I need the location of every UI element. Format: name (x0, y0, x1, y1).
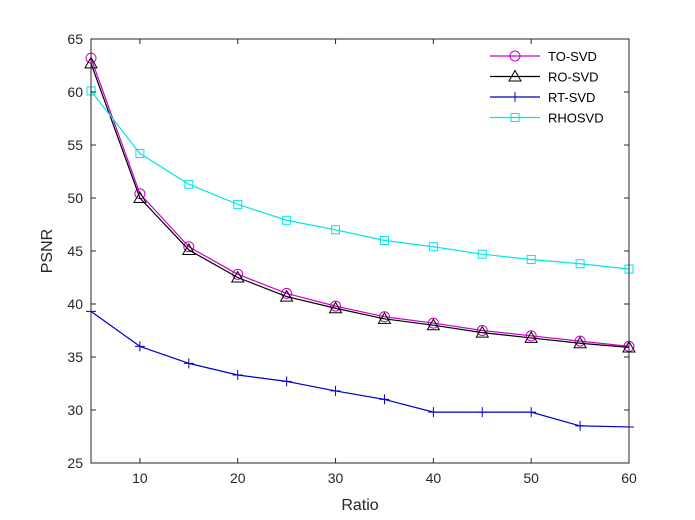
data-point-rt-svd (183, 358, 194, 369)
data-point-rhosvd (428, 242, 438, 252)
y-tick-label: 30 (67, 402, 83, 418)
legend-marker-rhosvd (510, 113, 520, 122)
x-tick-label: 50 (523, 470, 539, 486)
data-point-ro-svd (524, 330, 539, 343)
data-point-ro-svd (328, 301, 343, 314)
y-tick-label: 25 (67, 455, 83, 471)
legend-item-ro-svd: RO-SVD (490, 69, 599, 85)
data-point-rhosvd (282, 215, 292, 225)
data-point-rhosvd (575, 259, 585, 269)
data-point-to-svd (330, 300, 342, 312)
x-axis-label: Ratio (341, 497, 378, 514)
data-point-ro-svd (279, 289, 294, 302)
series-line-rhosvd (90, 90, 630, 270)
data-point-to-svd (574, 335, 586, 347)
data-point-rt-svd (134, 341, 145, 352)
legend-label-rt-svd: RT-SVD (548, 90, 595, 105)
series-rt-svd (86, 306, 634, 432)
x-tick-label: 10 (132, 470, 148, 486)
series-line-rt-svd (90, 310, 630, 428)
y-tick-label: 55 (67, 137, 83, 153)
legend: TO-SVD RO-SVD RT-SVD RHOSVD (490, 49, 604, 126)
data-point-ro-svd (377, 311, 392, 324)
y-tick-label: 35 (67, 349, 83, 365)
y-tick-label: 60 (67, 84, 83, 100)
plot-area (91, 39, 629, 463)
legend-label-rhosvd: RHOSVD (548, 111, 604, 126)
data-point-to-svd (183, 241, 195, 253)
x-tick-label: 30 (328, 470, 344, 486)
legend-label-to-svd: TO-SVD (548, 49, 597, 64)
data-point-rhosvd (184, 179, 194, 189)
legend-marker-to-svd (509, 50, 521, 62)
legend-label-ro-svd: RO-SVD (548, 70, 599, 85)
data-point-to-svd (281, 287, 293, 299)
series-ro-svd (84, 56, 636, 353)
legend-item-rt-svd: RT-SVD (490, 90, 595, 105)
series-line-to-svd (90, 57, 630, 347)
legend-item-to-svd: TO-SVD (490, 49, 597, 64)
y-tick-label: 50 (67, 190, 83, 206)
data-point-to-svd (378, 311, 390, 323)
x-tick-label: 40 (426, 470, 442, 486)
data-point-rhosvd (477, 249, 487, 259)
data-point-to-svd (476, 325, 488, 336)
x-tick-label: 60 (621, 470, 637, 486)
data-point-rhosvd (331, 225, 341, 235)
data-point-rt-svd (379, 394, 390, 405)
axes-layer: 10 20 30 40 50 60 25 30 35 40 45 50 55 60 65 (67, 31, 637, 486)
series-line-ro-svd (90, 63, 630, 349)
data-point-ro-svd (426, 318, 441, 331)
data-point-ro-svd (573, 336, 587, 349)
data-point-rt-svd (281, 376, 292, 387)
data-point-ro-svd (133, 190, 147, 203)
data-point-rhosvd (233, 199, 243, 209)
y-tick-label: 45 (67, 243, 83, 259)
x-tick-label: 20 (230, 470, 246, 486)
data-point-rt-svd (477, 407, 488, 418)
data-point-rhosvd (379, 235, 389, 245)
data-point-rhosvd (135, 148, 145, 158)
data-point-rt-svd (526, 407, 537, 418)
data-point-ro-svd (230, 270, 245, 283)
data-point-rt-svd (232, 370, 243, 381)
legend-marker-ro-svd (508, 69, 522, 82)
data-point-rt-svd (428, 407, 439, 418)
data-point-ro-svd (181, 242, 196, 255)
legend-item-rhosvd: RHOSVD (490, 111, 604, 126)
y-axis-label: PSNR (39, 229, 56, 273)
data-point-rt-svd (330, 385, 341, 396)
legend-marker-rt-svd (510, 92, 520, 102)
y-tick-label: 65 (67, 31, 83, 47)
data-point-to-svd (427, 317, 439, 329)
data-point-to-svd (525, 330, 537, 342)
data-point-ro-svd (475, 325, 490, 338)
y-tick-label: 40 (67, 296, 83, 312)
data-point-rt-svd (575, 420, 586, 431)
data-point-rhosvd (526, 254, 536, 264)
